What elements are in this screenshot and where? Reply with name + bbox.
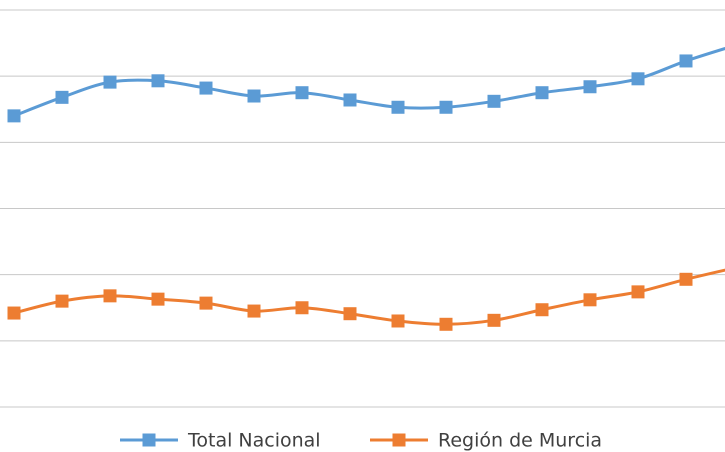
marker xyxy=(199,296,213,310)
legend-label: Región de Murcia xyxy=(438,430,602,452)
marker xyxy=(487,94,501,108)
marker xyxy=(583,293,597,307)
marker xyxy=(55,90,69,104)
marker xyxy=(199,81,213,95)
marker xyxy=(583,80,597,94)
marker xyxy=(487,313,501,327)
marker xyxy=(439,317,453,331)
marker xyxy=(151,292,165,306)
marker xyxy=(535,303,549,317)
marker xyxy=(247,304,261,318)
marker xyxy=(103,75,117,89)
marker xyxy=(391,100,405,114)
marker xyxy=(631,285,645,299)
marker xyxy=(295,86,309,100)
legend-marker xyxy=(142,433,156,447)
marker xyxy=(103,289,117,303)
marker xyxy=(343,93,357,107)
marker xyxy=(391,314,405,328)
legend-label: Total Nacional xyxy=(187,430,321,452)
marker xyxy=(55,294,69,308)
marker xyxy=(535,86,549,100)
marker xyxy=(7,109,21,123)
marker xyxy=(343,307,357,321)
marker xyxy=(439,100,453,114)
marker xyxy=(7,306,21,320)
marker xyxy=(295,301,309,315)
series-line xyxy=(13,268,725,326)
marker xyxy=(679,272,693,286)
marker xyxy=(247,89,261,103)
series-line xyxy=(13,46,725,118)
marker xyxy=(631,72,645,86)
legend-marker xyxy=(392,433,406,447)
marker xyxy=(151,74,165,88)
marker xyxy=(679,54,693,68)
